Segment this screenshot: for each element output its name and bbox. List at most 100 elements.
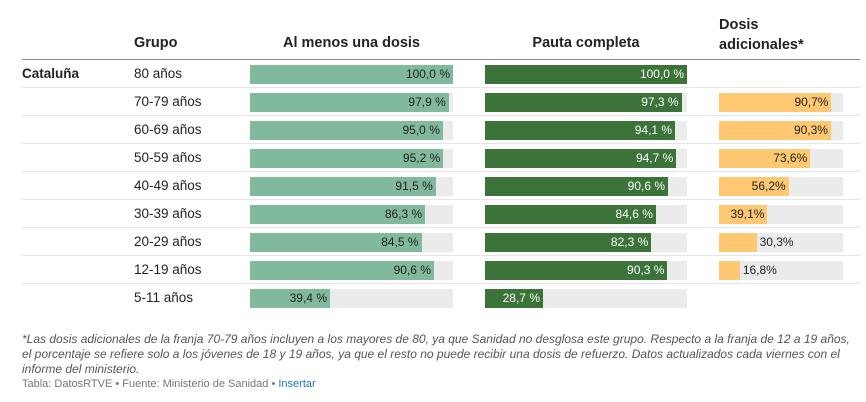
- header-rule: [22, 59, 860, 60]
- pauta-completa-bar: [485, 121, 676, 140]
- group-label: 12-19 años: [134, 262, 202, 277]
- group-label: 80 años: [134, 66, 183, 81]
- pauta-completa-bar: [485, 93, 682, 112]
- pauta-completa-track: 28,7 %: [485, 289, 687, 308]
- pauta-completa-track: 94,7 %: [485, 149, 687, 168]
- pauta-completa-track: 90,6 %: [485, 177, 687, 196]
- al-menos-una-dosis-value-label: 95,2 %: [402, 151, 441, 165]
- al-menos-una-dosis-bar: [250, 149, 444, 168]
- al-menos-una-dosis-value-label: 86,3 %: [384, 207, 423, 221]
- source-text: Tabla: DatosRTVE • Fuente: Ministerio de…: [22, 378, 279, 390]
- pauta-completa-track: 94,1 %: [485, 121, 687, 140]
- al-menos-una-dosis-bar: [250, 261, 434, 280]
- table-row: 5-11 años 39,4 % 28,7 %: [22, 284, 860, 312]
- dosis-adicionales-track: 73,6%: [719, 149, 843, 168]
- pauta-completa-bar: [485, 233, 652, 252]
- dosis-adicionales-track: 90,7%: [719, 93, 843, 112]
- dosis-adicionales-value-label: 56,2%: [751, 179, 786, 193]
- pauta-completa-track: 100,0 %: [485, 65, 687, 84]
- pauta-completa-value-label: 97,3 %: [641, 95, 679, 109]
- pauta-completa-value-label: 94,7 %: [635, 151, 674, 165]
- row-divider: [22, 115, 860, 116]
- al-menos-una-dosis-track: 84,5 %: [250, 233, 453, 252]
- pauta-completa-bar: [485, 149, 677, 168]
- dosis-adicionales-value-label: 73,6%: [773, 151, 808, 165]
- al-menos-una-dosis-value-label: 90,6 %: [393, 263, 431, 277]
- pauta-completa-track: 82,3 %: [485, 233, 687, 252]
- al-menos-una-dosis-value-label: 97,9 %: [408, 95, 446, 109]
- pauta-completa-bar: [485, 65, 687, 84]
- pauta-completa-value-label: 84,6 %: [615, 207, 653, 221]
- table-row: Cataluña 80 años 100,0 % 100,0 %: [22, 60, 860, 88]
- al-menos-una-dosis-bar: [250, 177, 436, 196]
- group-label: 5-11 años: [134, 290, 194, 305]
- al-menos-una-dosis-value-label: 91,5 %: [395, 179, 433, 193]
- table-row: 12-19 años 90,6 % 90,3 % 16,8%: [22, 256, 860, 284]
- pauta-completa-bar: [485, 289, 543, 308]
- footnote: *Las dosis adicionales de la franja 70-7…: [22, 332, 850, 376]
- group-label: 40-49 años: [134, 178, 202, 193]
- group-label: 60-69 años: [134, 122, 202, 137]
- al-menos-una-dosis-track: 39,4 %: [250, 289, 453, 308]
- al-menos-una-dosis-value-label: 39,4 %: [289, 291, 327, 305]
- row-divider: [22, 255, 860, 256]
- dosis-adicionales-bar: [719, 177, 789, 196]
- row-divider: [22, 283, 860, 284]
- header-dosis-adicionales-line2: adicionales*: [719, 37, 804, 53]
- pauta-completa-track: 97,3 %: [485, 93, 687, 112]
- table-row: 60-69 años 95,0 % 94,1 % 90,3%: [22, 116, 860, 144]
- al-menos-una-dosis-value-label: 84,5 %: [381, 235, 419, 249]
- al-menos-una-dosis-track: 90,6 %: [250, 261, 453, 280]
- table-row: 30-39 años 86,3 % 84,6 % 39,1%: [22, 200, 860, 228]
- dosis-adicionales-track: 16,8%: [719, 261, 843, 280]
- pauta-completa-value-label: 28,7 %: [502, 291, 540, 305]
- region-label: Cataluña: [22, 66, 80, 81]
- dosis-adicionales-value-label: 39,1%: [730, 207, 765, 221]
- row-divider: [22, 143, 860, 144]
- al-menos-una-dosis-track: 86,3 %: [250, 205, 453, 224]
- table-row: 50-59 años 95,2 % 94,7 % 73,6%: [22, 144, 860, 172]
- al-menos-una-dosis-bar: [250, 65, 453, 84]
- al-menos-una-dosis-bar: [250, 289, 330, 308]
- pauta-completa-track: 84,6 %: [485, 205, 687, 224]
- al-menos-una-dosis-bar: [250, 233, 422, 252]
- group-label: 20-29 años: [134, 234, 202, 249]
- al-menos-una-dosis-track: 91,5 %: [250, 177, 453, 196]
- dosis-adicionales-track: 30,3%: [719, 233, 843, 252]
- header-grupo: Grupo: [134, 35, 178, 51]
- dosis-adicionales-bar: [719, 205, 768, 224]
- header-al-menos-una-dosis: Al menos una dosis: [283, 35, 420, 51]
- al-menos-una-dosis-bar: [250, 205, 426, 224]
- header-dosis-adicionales-line1: Dosis: [719, 17, 759, 33]
- pauta-completa-value-label: 90,6 %: [627, 179, 666, 193]
- dosis-adicionales-track: 56,2%: [719, 177, 843, 196]
- dosis-adicionales-value-label: 90,3%: [793, 123, 828, 137]
- al-menos-una-dosis-track: 95,2 %: [250, 149, 453, 168]
- dosis-adicionales-bar: [719, 149, 811, 168]
- al-menos-una-dosis-track: 100,0 %: [250, 65, 453, 84]
- group-label: 50-59 años: [134, 150, 202, 165]
- al-menos-una-dosis-bar: [250, 93, 449, 112]
- dosis-adicionales-track: 39,1%: [719, 205, 843, 224]
- embed-link[interactable]: Insertar: [278, 378, 316, 390]
- table-row: 40-49 años 91,5 % 90,6 % 56,2%: [22, 172, 860, 200]
- dosis-adicionales-track: 90,3%: [719, 121, 843, 140]
- dosis-adicionales-bar: [719, 233, 757, 252]
- source-line: Tabla: DatosRTVE • Fuente: Ministerio de…: [22, 378, 316, 390]
- pauta-completa-value-label: 100,0 %: [639, 67, 684, 81]
- pauta-completa-value-label: 94,1 %: [634, 123, 673, 137]
- dosis-adicionales-value-label: 90,7%: [794, 95, 829, 109]
- pauta-completa-bar: [485, 261, 668, 280]
- al-menos-una-dosis-bar: [250, 121, 443, 140]
- dosis-adicionales-bar: [719, 93, 832, 112]
- dosis-adicionales-bar: [719, 121, 831, 140]
- row-divider: [22, 171, 860, 172]
- pauta-completa-value-label: 82,3 %: [610, 235, 649, 249]
- row-divider: [22, 199, 860, 200]
- pauta-completa-bar: [485, 177, 668, 196]
- header-pauta-completa: Pauta completa: [532, 35, 640, 51]
- dosis-adicionales-bar: [719, 261, 740, 280]
- pauta-completa-value-label: 90,3 %: [627, 263, 665, 277]
- pauta-completa-track: 90,3 %: [485, 261, 687, 280]
- table-row: 70-79 años 97,9 % 97,3 % 90,7%: [22, 88, 860, 116]
